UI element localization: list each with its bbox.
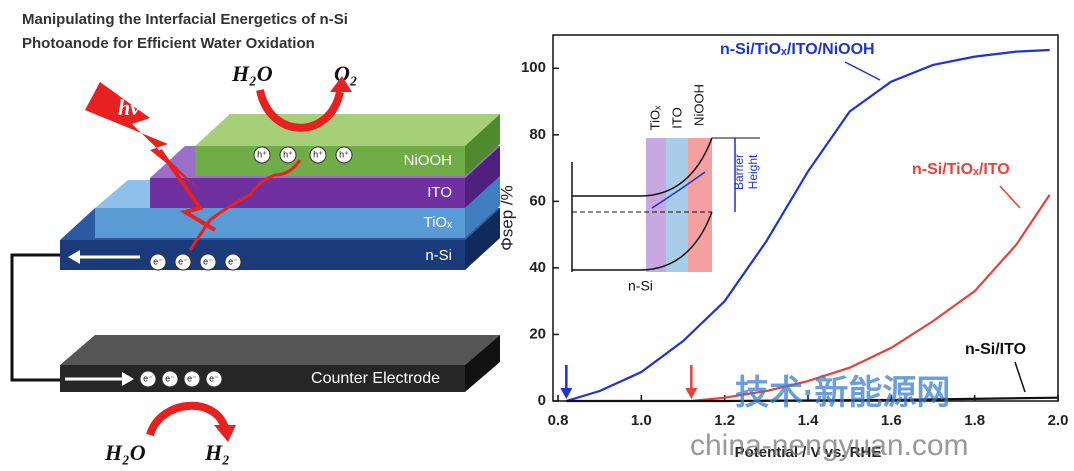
layer-label: NiOOH xyxy=(404,152,452,169)
electron-label: e⁻ xyxy=(165,373,175,383)
label-leader xyxy=(845,62,880,80)
ito-band xyxy=(666,138,688,272)
electron-label: e⁻ xyxy=(153,256,163,266)
layer-label: TiOₓ xyxy=(423,214,452,231)
layer-label: ITO xyxy=(427,184,452,201)
y-tick-label: 20 xyxy=(529,325,546,342)
product: H₂ xyxy=(204,440,230,465)
wire xyxy=(12,255,60,380)
electron-label: e⁻ xyxy=(178,256,188,266)
x-tick-label: 1.8 xyxy=(964,412,985,429)
y-axis-label: Φsep /% xyxy=(497,185,516,251)
x-tick-label: 1.6 xyxy=(881,412,902,429)
x-tick-label: 1.0 xyxy=(631,412,652,429)
onset-arrow-head xyxy=(560,388,572,399)
title-line: Photoanode for Efficient Water Oxidation xyxy=(22,35,315,52)
layer-label: n-Si xyxy=(425,247,452,264)
electron-label: e⁻ xyxy=(187,373,197,383)
y-tick-label: 100 xyxy=(521,59,546,76)
series-label: n-Si/TiOₓ/ITO xyxy=(912,161,1010,178)
light-bolt xyxy=(85,82,200,190)
reaction-arrow xyxy=(150,406,225,435)
barrier-label: Barrier xyxy=(732,154,746,190)
inset-layer-label: NiOOH xyxy=(691,84,706,126)
watermark: china-nengyuan.com xyxy=(690,429,969,462)
hole-label: h⁺ xyxy=(283,149,293,159)
x-tick-label: 2.0 xyxy=(1048,412,1069,429)
electron-label: e⁻ xyxy=(228,256,238,266)
inset-layer-label: TiOₓ xyxy=(647,105,662,130)
figure: Manipulating the Interfacial Energetics … xyxy=(0,0,1074,471)
slab-top xyxy=(195,114,500,146)
electron-label: e⁻ xyxy=(209,373,219,383)
x-tick-label: 1.2 xyxy=(714,412,735,429)
hole-label: h⁺ xyxy=(257,149,267,159)
n-si-layer xyxy=(60,240,465,270)
hv-label: hv xyxy=(118,95,140,120)
onset-arrow-head xyxy=(685,388,697,399)
watermark: 技术·新能源网 xyxy=(735,374,950,412)
y-tick-label: 0 xyxy=(538,392,546,409)
y-tick-label: 80 xyxy=(529,126,546,143)
barrier-label: Height xyxy=(746,154,760,189)
slab-top xyxy=(60,335,500,365)
inset-layer-label: ITO xyxy=(669,107,684,128)
hole-label: h⁺ xyxy=(313,149,323,159)
page: Manipulating the Interfacial Energetics … xyxy=(0,0,1074,471)
series-label: n-Si/ITO xyxy=(965,341,1026,358)
niooh-band xyxy=(688,138,712,272)
x-tick-label: 1.4 xyxy=(798,412,820,429)
label-leader xyxy=(1000,186,1020,208)
label-leader xyxy=(1015,362,1025,392)
band-diagram-inset: Barrier Height TiOₓ ITO NiOOH n-Si xyxy=(572,84,760,294)
title-line: Manipulating the Interfacial Energetics … xyxy=(22,11,348,28)
series-label: n-Si/TiOₓ/ITO/NiOOH xyxy=(720,41,875,58)
y-tick-label: 60 xyxy=(529,192,546,209)
layer-label: Counter Electrode xyxy=(311,370,440,387)
y-tick-label: 40 xyxy=(529,259,546,276)
electron-label: e⁻ xyxy=(203,256,213,266)
x-tick-label: 0.8 xyxy=(548,412,569,429)
tiox-layer xyxy=(95,208,465,238)
reactant: H₂O xyxy=(231,61,273,86)
hole-label: h⁺ xyxy=(339,149,349,159)
electron-label: e⁻ xyxy=(143,373,153,383)
reactant: H₂O xyxy=(104,440,146,465)
inset-substrate-label: n-Si xyxy=(628,278,653,294)
series-line xyxy=(691,195,1049,401)
